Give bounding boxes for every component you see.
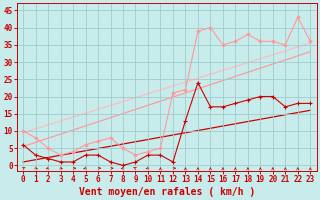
X-axis label: Vent moyen/en rafales ( km/h ): Vent moyen/en rafales ( km/h )	[79, 187, 255, 197]
